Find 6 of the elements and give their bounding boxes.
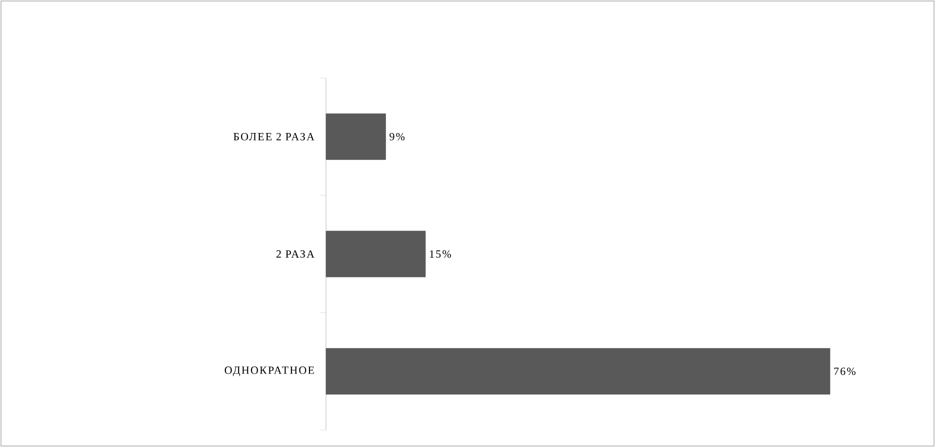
- data-label: 76%: [834, 368, 856, 376]
- y-tick-label: БОЛЕЕ 2 РАЗА: [234, 132, 314, 140]
- data-label: 15%: [430, 250, 451, 258]
- y-tick-label: ОДНОКРАТНОЕ: [224, 366, 314, 376]
- y-tick-label: 2 РАЗА: [276, 250, 314, 258]
- data-label: 9%: [390, 132, 405, 140]
